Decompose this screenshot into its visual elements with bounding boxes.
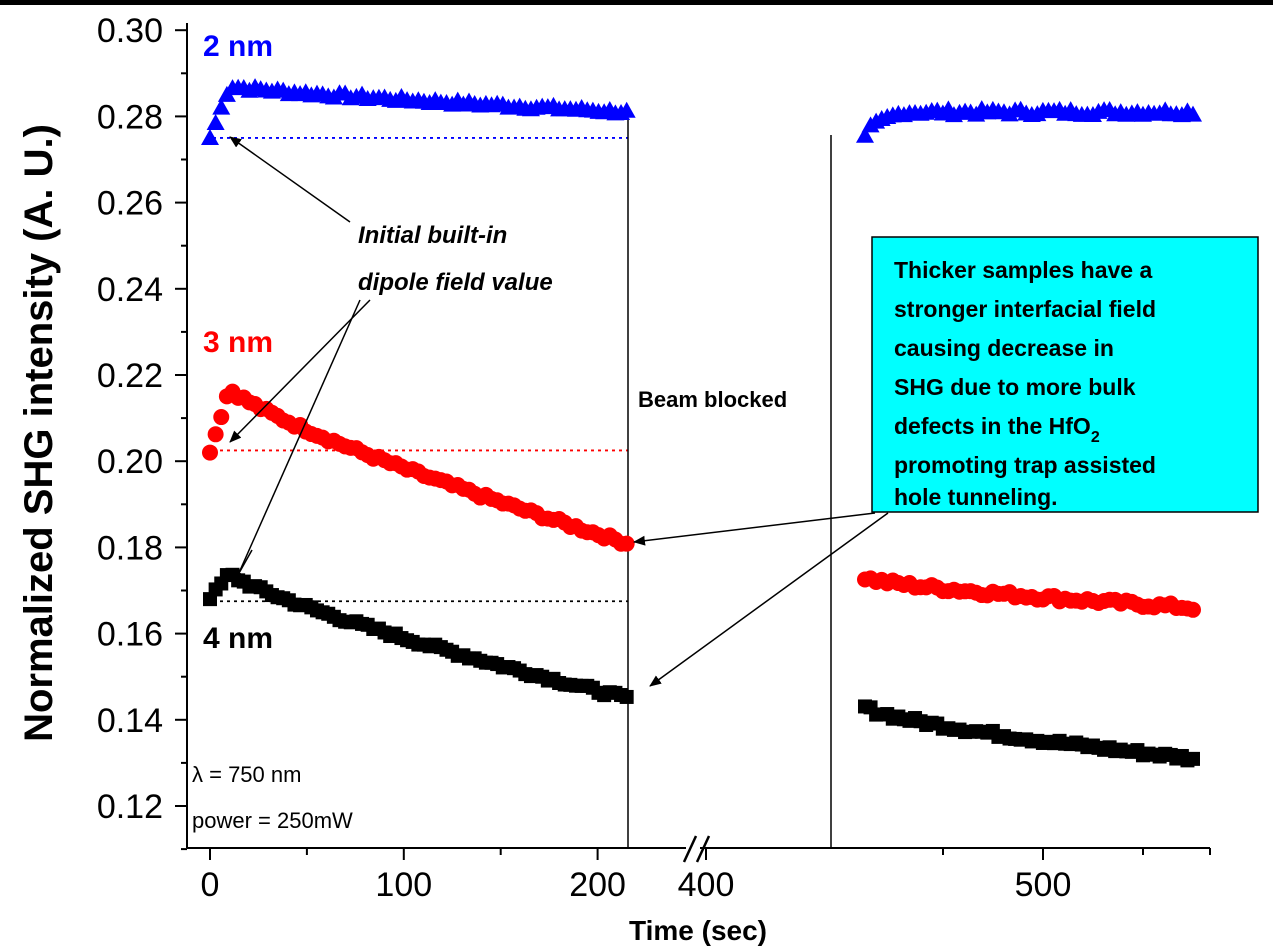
y-tick-label: 0.14: [97, 702, 163, 740]
power-label: power = 250mW: [192, 808, 353, 833]
point-3nm: [1185, 601, 1201, 618]
y-tick-label: 0.30: [97, 12, 163, 50]
callout-line-2: stronger interfacial field: [894, 296, 1156, 322]
callout-line-3: causing decrease in: [894, 335, 1114, 361]
callout-line-4: SHG due to more bulk: [894, 374, 1136, 400]
arrow-initial-4nm-tip: [233, 549, 253, 583]
y-tick-label: 0.20: [97, 443, 163, 481]
callout-line-5: defects in the HfO2: [894, 413, 1100, 446]
x-axis-label: Time (sec): [629, 915, 767, 946]
x-tick-label: 200: [569, 866, 626, 904]
arrow-initial-2nm: [229, 136, 351, 223]
y-axis-label: Normalized SHG intensity (A. U.): [17, 124, 61, 742]
initial-field-label-line2: dipole field value: [358, 269, 553, 296]
callout-line-7: hole tunneling.: [894, 484, 1058, 510]
point-2nm: [617, 101, 636, 118]
arrow-initial-4nm: [237, 299, 361, 576]
point-4nm: [619, 689, 634, 704]
callout-line-1: Thicker samples have a: [894, 257, 1152, 283]
y-tick-label: 0.16: [97, 616, 163, 654]
wavelength-label: λ = 750 nm: [192, 762, 301, 787]
axis-break: [682, 835, 711, 863]
y-tick-label: 0.28: [97, 98, 163, 136]
arrow-callout-3nm: [633, 512, 876, 546]
initial-field-label-line1: Initial built-in: [358, 222, 507, 249]
point-3nm: [213, 409, 230, 426]
y-ticks: 0.12 0.14 0.16 0.18 0.20 0.22 0.24 0.26 0.28 0.30: [97, 12, 187, 851]
y-tick-label: 0.26: [97, 185, 163, 223]
point-2nm: [1184, 105, 1202, 122]
annotation-arrows: [229, 136, 889, 687]
series-label-4nm: 4 nm: [203, 622, 273, 655]
y-tick-label: 0.22: [97, 357, 163, 395]
x-ticks: 0 100 200 400 500: [201, 848, 1211, 904]
series-label-3nm: 3 nm: [203, 326, 273, 359]
point-2nm: [856, 126, 874, 143]
data-points: [201, 78, 1202, 768]
y-tick-label: 0.12: [97, 788, 163, 826]
callout-subscript: 2: [1091, 429, 1100, 446]
baselines: [213, 137, 628, 603]
point-2nm: [201, 128, 219, 145]
y-tick-label: 0.18: [97, 529, 163, 567]
x-tick-label: 400: [678, 866, 735, 904]
arrow-initial-3nm: [229, 299, 371, 443]
series-label-2nm: 2 nm: [203, 30, 273, 63]
point-3nm: [207, 426, 224, 443]
x-tick-label: 100: [375, 866, 432, 904]
callout-line-6: promoting trap assisted: [894, 452, 1156, 478]
point-3nm: [618, 535, 635, 552]
x-tick-label: 0: [201, 866, 220, 904]
top-border: [0, 0, 1273, 5]
point-2nm: [212, 98, 231, 115]
y-tick-label: 0.24: [97, 271, 163, 309]
arrow-callout-4nm: [649, 512, 889, 687]
beam-blocked-label: Beam blocked: [638, 387, 787, 412]
point-2nm: [206, 113, 225, 130]
point-4nm: [1186, 751, 1200, 766]
beam-blocked-lines: [627, 120, 832, 848]
point-3nm: [202, 444, 218, 461]
callout-box: Thicker samples have a stronger interfac…: [871, 236, 1259, 513]
x-tick-label: 500: [1015, 866, 1072, 904]
